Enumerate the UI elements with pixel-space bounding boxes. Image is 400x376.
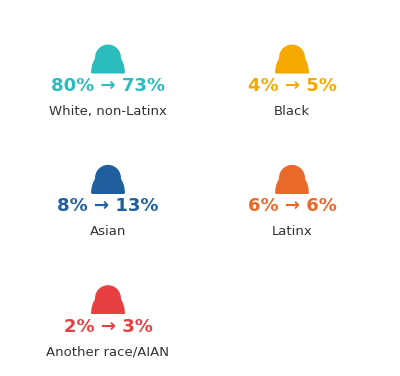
Polygon shape [280,165,304,190]
Text: 4% → 5%: 4% → 5% [248,77,336,95]
Polygon shape [96,286,120,311]
Polygon shape [280,45,304,70]
Text: Another race/AIAN: Another race/AIAN [46,346,170,359]
Text: Asian: Asian [90,226,126,238]
Text: Black: Black [274,105,310,118]
Polygon shape [96,165,120,190]
Text: 80% → 73%: 80% → 73% [51,77,165,95]
Polygon shape [92,172,124,193]
Polygon shape [276,52,308,73]
Text: 6% → 6%: 6% → 6% [248,197,336,215]
Text: 2% → 3%: 2% → 3% [64,318,152,335]
Text: White, non-Latinx: White, non-Latinx [49,105,167,118]
Polygon shape [276,172,308,193]
Polygon shape [96,45,120,70]
Text: 8% → 13%: 8% → 13% [57,197,159,215]
Polygon shape [92,52,124,73]
Text: Latinx: Latinx [272,226,312,238]
Polygon shape [92,292,124,313]
